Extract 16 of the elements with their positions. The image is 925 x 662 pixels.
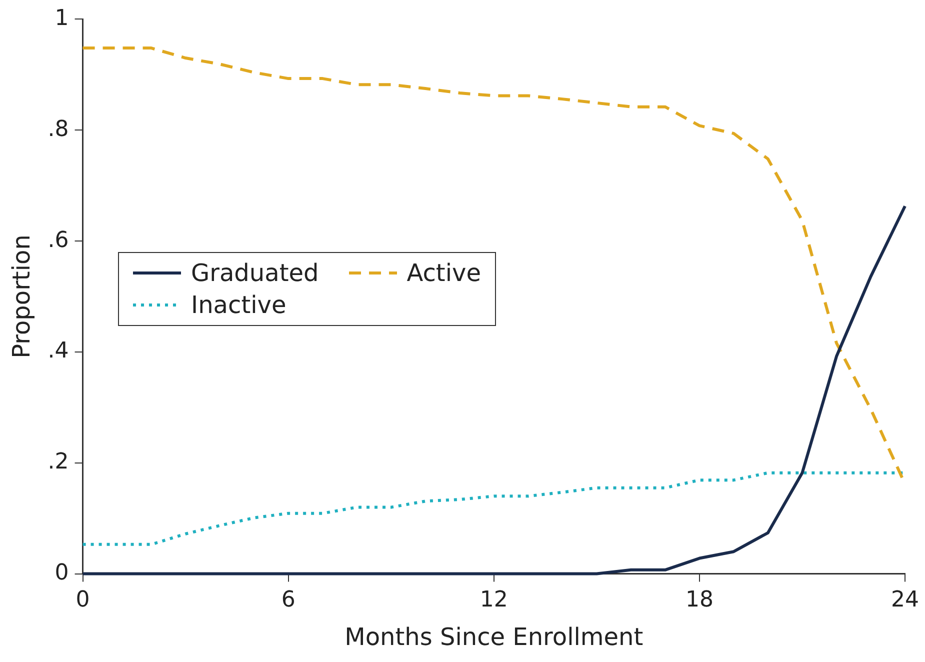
x-axis-title: Months Since Enrollment [344,622,644,651]
y-tick-label: .8 [48,116,69,142]
y-axis-title: Proportion [8,234,36,358]
legend-label: Graduated [191,259,319,287]
legend-label: Active [406,259,481,287]
legend-label: Inactive [191,291,286,319]
x-tick-label: 12 [480,588,508,613]
y-tick-label: 0 [54,560,69,586]
y-tick-label: .4 [48,338,69,364]
y-tick-label: 1 [54,6,69,31]
y-tick-label: .2 [48,450,69,475]
x-tick-label: 0 [76,588,90,613]
x-tick-label: 18 [685,588,714,613]
x-tick-label: 6 [281,588,296,613]
y-tick-label: .6 [48,228,69,253]
x-tick-label: 24 [891,588,919,613]
